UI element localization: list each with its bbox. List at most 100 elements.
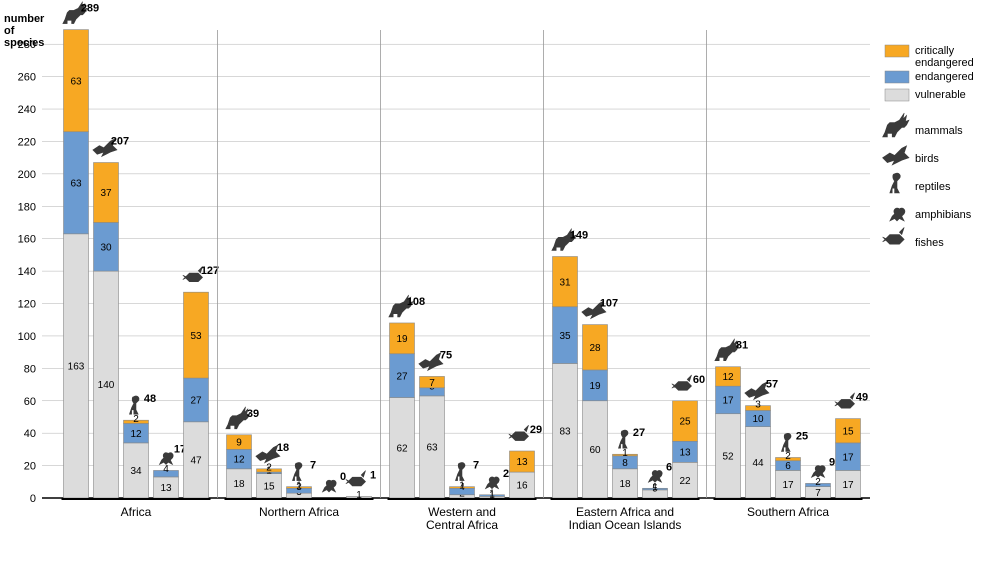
- segment-value: 31: [559, 277, 571, 288]
- bar-total: 289: [81, 3, 99, 15]
- bar: 188127: [613, 427, 646, 498]
- reptiles-icon: [455, 462, 465, 480]
- ytick-label: 40: [24, 428, 36, 440]
- bar-total: 75: [440, 349, 452, 361]
- fishes-icon: [183, 266, 203, 281]
- legend-swatch: [885, 45, 909, 57]
- bar: 13417: [154, 443, 187, 498]
- bar: 17171549: [835, 392, 868, 498]
- segment-value: 2: [815, 477, 821, 488]
- segment-value: 47: [190, 456, 202, 467]
- ytick-label: 200: [18, 169, 36, 181]
- bar: 52171281: [715, 339, 748, 498]
- segment-value: 7: [429, 378, 435, 389]
- segment-value: 60: [589, 445, 601, 456]
- bar-total: 7: [473, 460, 479, 472]
- bar: 22132560: [672, 374, 705, 498]
- fishes-icon: [835, 393, 855, 408]
- amphibians-icon: [811, 466, 825, 478]
- segment-value: 4: [163, 464, 169, 475]
- legend-label: endangered: [915, 57, 974, 69]
- segment-value: 63: [70, 76, 82, 87]
- ytick-label: 160: [18, 234, 36, 246]
- segment-value: 37: [100, 188, 112, 199]
- legend-label: birds: [915, 153, 939, 165]
- legend-label: endangered: [915, 71, 974, 83]
- segment-value: 1: [622, 448, 628, 459]
- segment-value: 17: [842, 452, 854, 463]
- segment-value: 27: [396, 371, 408, 382]
- reptiles-icon: [292, 462, 302, 480]
- segment-value: 10: [752, 414, 764, 425]
- bar-total: 29: [530, 424, 542, 436]
- ytick-label: 260: [18, 72, 36, 84]
- group-label: Indian Ocean Islands: [569, 518, 682, 532]
- segment-value: 53: [190, 331, 202, 342]
- segment-value: 1: [296, 480, 302, 491]
- ytick-label: 0: [30, 493, 36, 505]
- endangered-species-chart: 204060801001201401601802002202402602800n…: [0, 0, 1000, 563]
- y-axis-title: numberofspecies: [4, 13, 45, 49]
- segment-value: 12: [233, 455, 245, 466]
- segment-value: 2: [266, 462, 272, 473]
- segment-value: 16: [516, 481, 528, 492]
- group-label: Africa: [121, 505, 152, 519]
- segment-value: 22: [679, 476, 691, 487]
- bar: 472753127: [183, 265, 219, 498]
- mammals-icon: [883, 113, 909, 137]
- bar: 1812939: [226, 407, 259, 498]
- reptiles-icon: [890, 173, 901, 193]
- bar-total: 7: [310, 460, 316, 472]
- bar-total: 127: [201, 265, 219, 277]
- group-label: Southern Africa: [747, 505, 829, 519]
- bar-total: 149: [570, 230, 588, 242]
- segment-value: 9: [236, 438, 242, 449]
- segment-value: 35: [559, 331, 571, 342]
- segment-value: 1: [652, 482, 658, 493]
- segment-value: 63: [70, 178, 82, 189]
- legend-swatch: [885, 71, 909, 83]
- ytick-label: 220: [18, 136, 36, 148]
- segment-value: 3: [755, 399, 761, 410]
- segment-value: 13: [679, 447, 691, 458]
- segment-value: 63: [426, 443, 438, 454]
- segment-value: 7: [815, 488, 821, 499]
- segment-value: 18: [619, 479, 631, 490]
- bar: 4410357: [745, 379, 778, 498]
- segment-value: 19: [396, 334, 408, 345]
- ytick-label: 180: [18, 201, 36, 213]
- fishes-icon: [883, 227, 905, 244]
- reptiles-icon: [781, 433, 791, 451]
- segment-value: 44: [752, 458, 764, 469]
- segment-value: 8: [622, 458, 628, 469]
- birds-icon: [883, 146, 909, 165]
- bar-total: 108: [407, 296, 425, 308]
- segment-value: 17: [782, 480, 794, 491]
- legend-label: fishes: [915, 237, 944, 249]
- bar-total: 48: [144, 393, 156, 405]
- segment-value: 1: [459, 480, 465, 491]
- segment-value: 2: [133, 414, 139, 425]
- bar-total: 2: [503, 468, 509, 480]
- bar-total: 107: [600, 298, 618, 310]
- segment-value: 163: [68, 362, 85, 373]
- segment-value: 19: [589, 381, 601, 392]
- bar-total: 81: [736, 340, 748, 352]
- ytick-label: 100: [18, 331, 36, 343]
- legend-label: amphibians: [915, 209, 972, 221]
- bar-total: 18: [277, 442, 289, 454]
- segment-value: 34: [130, 466, 142, 477]
- ytick-label: 60: [24, 396, 36, 408]
- segment-value: 12: [722, 372, 734, 383]
- bar: 34 12 2 48: [124, 393, 157, 498]
- bar-total: 6: [666, 461, 672, 473]
- segment-value: 12: [130, 429, 142, 440]
- bar-total: 49: [856, 392, 868, 404]
- segment-value: 17: [842, 480, 854, 491]
- bar-total: 1: [370, 469, 376, 481]
- ytick-label: 120: [18, 299, 36, 311]
- bar: 176225: [776, 430, 809, 498]
- bar: 112: [480, 468, 510, 501]
- group-label: Northern Africa: [259, 505, 339, 519]
- segment-value: 2: [785, 451, 791, 462]
